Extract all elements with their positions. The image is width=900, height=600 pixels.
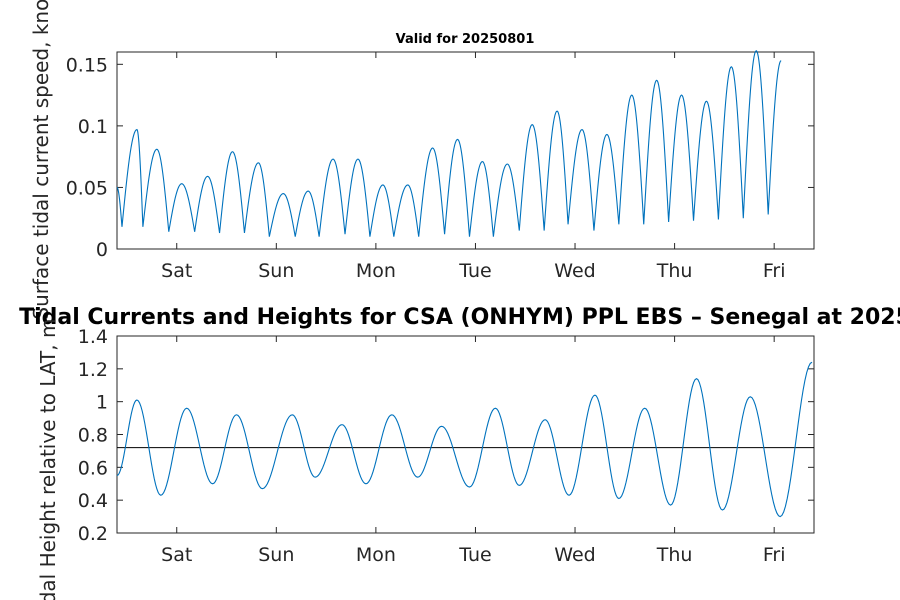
tidal-height-x-tick-label: Sun	[258, 544, 294, 566]
current-speed-x-tick-label: Tue	[458, 260, 491, 282]
current-speed-x-tick-label: Mon	[356, 260, 396, 282]
current-speed-x-tick-label: Fri	[763, 260, 786, 282]
current-speed-x-tick-label: Sat	[161, 260, 192, 282]
current-speed-series	[116, 50, 782, 237]
tidal-height-x-tick-label: Fri	[763, 544, 786, 566]
current-speed-y-tick-labels: 0 0.05 0.1 0.15	[66, 54, 108, 261]
tidal-height-x-tick-label: Thu	[656, 544, 693, 566]
tidal-height-y-tick-label: 1	[96, 392, 108, 414]
tidal-height-y-tick-label: 1.4	[78, 326, 108, 348]
tidal-height-y-tick-label: 1.2	[78, 359, 108, 381]
tidal-height-y-tick-label: 0.8	[78, 425, 108, 447]
current-speed-x-tick-label: Wed	[554, 260, 595, 282]
tidal-height-axes-box	[116, 335, 815, 534]
tidal-height-ticks	[117, 335, 814, 534]
current-speed-y-tick-label: 0.05	[66, 177, 108, 199]
tidal-height-x-tick-label: Wed	[554, 544, 595, 566]
tidal-height-y-tick-label: 0.6	[78, 457, 108, 479]
current-speed-panel: Sat Sun Mon Tue Wed Thu Fri 0 0.05 0.1 0.15 Valid…	[29, 0, 815, 320]
figure-title: Tidal Currents and Heights for CSA (ONHY…	[19, 305, 900, 330]
current-speed-y-tick-label: 0	[96, 239, 108, 261]
current-speed-x-tick-label: Sun	[258, 260, 294, 282]
tidal-height-y-tick-label: 0.2	[78, 523, 108, 545]
current-speed-series-line	[116, 50, 782, 237]
tidal-height-x-tick-label: Sat	[161, 544, 192, 566]
tidal-height-y-tick-label: 0.4	[78, 490, 108, 512]
current-speed-x-tick-labels: Sat Sun Mon Tue Wed Thu Fri	[161, 260, 785, 282]
tidal-height-x-tick-label: Tue	[458, 544, 491, 566]
current-speed-x-tick-label: Thu	[656, 260, 693, 282]
current-speed-title: Valid for 20250801	[396, 32, 535, 47]
current-speed-y-tick-label: 0.1	[78, 116, 108, 138]
tidal-height-series	[116, 361, 814, 518]
current-speed-axes-box	[116, 51, 815, 250]
current-speed-y-tick-label: 0.15	[66, 54, 108, 76]
tidal-height-y-axis-label: Tidal Height relative to LAT, m	[36, 319, 60, 600]
tidal-height-x-tick-labels: Sat Sun Mon Tue Wed Thu Fri	[161, 544, 785, 566]
tidal-height-panel: Sat Sun Mon Tue Wed Thu Fri 0.2 0.4 0.6 0.8 1 1.2 1.…	[19, 305, 900, 600]
current-speed-ticks	[117, 52, 814, 250]
tidal-height-series-line	[116, 361, 813, 518]
tidal-height-y-tick-labels: 0.2 0.4 0.6 0.8 1 1.2 1.4	[78, 326, 108, 545]
current-speed-y-axis-label: Surface tidal current speed, knots	[29, 0, 53, 320]
tidal-height-x-tick-label: Mon	[356, 544, 396, 566]
